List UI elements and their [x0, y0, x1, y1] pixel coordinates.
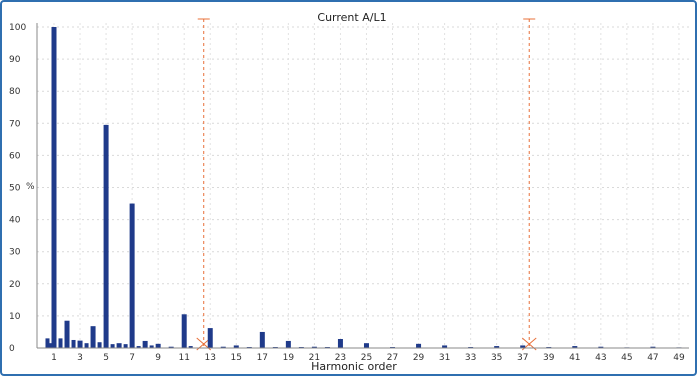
y-tick-label-10: 100: [9, 23, 26, 33]
x-tick-label-6: 13: [205, 353, 216, 363]
bar-h7: [129, 203, 135, 348]
x-ticks: 1 3 5 7 9 11 13 15 17 19 21 23 25 27 29 31 33 35 37 39 41 43 4…: [51, 353, 685, 363]
bar-h7.5: [136, 346, 141, 348]
bar-h41: [572, 346, 578, 348]
bar-h37: [520, 345, 526, 348]
y-ticks: 0 10 20 30 40 50 60 70 80 90 100: [9, 23, 26, 354]
bar-h1: [51, 27, 57, 348]
bar-h2: [64, 320, 70, 348]
x-tick-label-21: 43: [595, 353, 606, 363]
y-tick-label-1: 10: [9, 312, 21, 322]
bar-h2.5: [71, 339, 76, 348]
y-tick-label-7: 70: [9, 119, 21, 129]
x-tick-label-15: 31: [439, 353, 450, 363]
bar-h11: [181, 314, 187, 348]
bar-h13: [207, 328, 213, 348]
x-tick-label-1: 3: [77, 353, 83, 363]
x-tick-label-4: 9: [155, 353, 161, 363]
bar-h17: [259, 331, 265, 348]
bar-h11.5: [188, 346, 193, 348]
y-tick-label-0: 0: [9, 344, 15, 354]
x-tick-label-2: 5: [103, 353, 109, 363]
x-tick-label-24: 49: [673, 353, 685, 363]
y-tick-label-4: 40: [9, 216, 21, 226]
bar-h10: [168, 346, 174, 348]
bar-h9: [155, 343, 161, 348]
bar-h0.75: [48, 343, 53, 348]
bar-h5.5: [110, 344, 115, 348]
x-tick-label-10: 21: [309, 353, 320, 363]
bar-h3: [77, 340, 83, 348]
x-tick-label-8: 17: [257, 353, 268, 363]
x-tick-label-16: 33: [465, 353, 476, 363]
bar-h19: [285, 340, 291, 348]
bar-h5: [103, 124, 109, 348]
bar-h35: [494, 346, 500, 348]
x-tick-label-5: 11: [178, 353, 189, 363]
y-tick-label-9: 90: [9, 55, 21, 65]
bar-h3.5: [84, 343, 89, 348]
x-tick-label-12: 25: [361, 353, 372, 363]
bar-h23: [337, 339, 343, 348]
x-tick-label-17: 35: [491, 353, 502, 363]
bar-h14: [220, 346, 226, 348]
bars: [45, 27, 682, 348]
bar-h31: [442, 345, 448, 348]
x-tick-label-7: 15: [231, 353, 242, 363]
bar-h47: [650, 346, 656, 348]
x-axis-label: Harmonic order: [311, 360, 397, 372]
x-tick-label-18: 37: [517, 353, 528, 363]
bar-h43: [598, 346, 604, 348]
x-tick-label-3: 7: [129, 353, 135, 363]
x-tick-label-20: 41: [569, 353, 580, 363]
bar-h6.5: [123, 344, 128, 348]
x-tick-label-0: 1: [51, 353, 57, 363]
x-tick-label-9: 19: [283, 353, 295, 363]
x-tick-label-14: 29: [413, 353, 425, 363]
x-tick-label-23: 47: [647, 353, 658, 363]
y-tick-label-8: 80: [9, 87, 21, 97]
bar-h4: [90, 326, 96, 348]
bar-h8.5: [149, 345, 154, 348]
grid: [37, 23, 689, 348]
bar-h15: [233, 345, 239, 348]
bar-h8: [142, 340, 148, 348]
x-tick-label-13: 27: [387, 353, 398, 363]
bar-h0.5: [45, 338, 50, 348]
y-tick-label-6: 60: [9, 151, 21, 161]
chart-title: Current A/L1: [317, 11, 386, 24]
bar-h25: [363, 343, 369, 348]
bar-h4.5: [97, 342, 102, 348]
bar-h29: [416, 343, 422, 348]
x-tick-label-11: 23: [335, 353, 346, 363]
bar-h21: [311, 346, 317, 348]
x-tick-label-19: 39: [543, 353, 555, 363]
y-axis-unit: %: [26, 182, 35, 192]
x-tick-label-22: 45: [621, 353, 632, 363]
cursors: [196, 18, 537, 351]
y-tick-label-2: 20: [9, 280, 21, 290]
bar-h6: [116, 343, 122, 348]
y-tick-label-5: 50: [9, 184, 21, 194]
bar-h1.5: [58, 338, 63, 348]
y-tick-label-3: 30: [9, 248, 21, 258]
